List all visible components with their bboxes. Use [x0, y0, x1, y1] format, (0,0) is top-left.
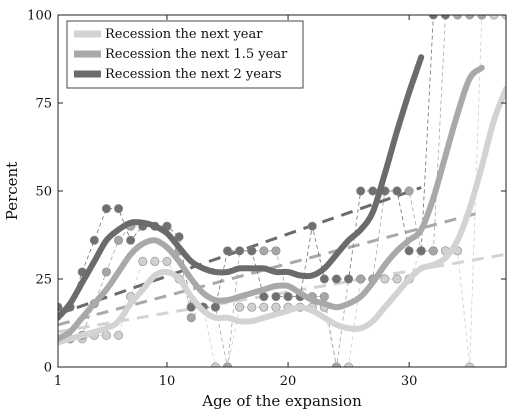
series-3-point-5	[101, 204, 111, 214]
x-tick-label-1: 1	[54, 374, 62, 389]
legend-label-2: Recession the next 1.5 year	[105, 47, 288, 62]
series-3-point-26	[356, 186, 366, 196]
series-3-point-24	[331, 274, 341, 284]
series-1-smoothed-line	[58, 85, 506, 346]
series-3-point-27	[368, 186, 378, 196]
series-1-point-16	[235, 302, 245, 312]
series-3-point-31	[416, 246, 426, 256]
y-tick-label-50: 50	[35, 185, 52, 200]
y-tick-label-100: 100	[27, 9, 52, 24]
series-2-point-34	[453, 15, 463, 20]
y-tick-label-0: 0	[44, 361, 52, 376]
series-2-point-12	[186, 313, 196, 323]
series-3-point-19	[271, 292, 281, 302]
series-2-point-18	[259, 246, 269, 256]
series-3-point-16	[235, 246, 245, 256]
x-axis-label: Age of the expansion	[201, 392, 362, 410]
x-tick-label-30: 30	[401, 374, 418, 389]
series-3-point-22	[307, 221, 317, 231]
y-axis-label: Percent	[3, 162, 21, 220]
series-2-point-23	[319, 292, 329, 302]
series-3-point-32	[428, 15, 438, 20]
series-3-trend-line	[58, 186, 422, 316]
series-1-point-17	[247, 302, 257, 312]
series-1-point-18	[259, 302, 269, 312]
series-3-point-29	[392, 186, 402, 196]
series-2-point-6	[114, 235, 124, 245]
series-1-point-8	[138, 256, 148, 266]
series-1-point-6	[114, 330, 124, 340]
series-3-point-14	[210, 302, 220, 312]
series-3-point-4	[89, 235, 99, 245]
series-3-point-15	[223, 246, 233, 256]
y-tick-label-75: 75	[35, 97, 52, 112]
legend-label-3: Recession the next 2 years	[105, 67, 282, 82]
legend: Recession the next year Recession the ne…	[66, 20, 304, 89]
series-2-point-36	[477, 15, 487, 20]
series-layer	[58, 15, 506, 367]
series-2-point-35	[465, 15, 475, 20]
series-1-point-19	[271, 302, 281, 312]
legend-box	[66, 20, 304, 89]
series-1-point-28	[380, 274, 390, 284]
series-3-point-25	[344, 274, 354, 284]
series-3-point-7	[126, 235, 136, 245]
series-3-smoothed-line	[58, 54, 425, 321]
series-3-point-33	[440, 15, 450, 20]
series-2-point-19	[271, 246, 281, 256]
y-tick-label-25: 25	[35, 273, 52, 288]
series-1-point-9	[150, 256, 160, 266]
series-1-point-29	[392, 274, 402, 284]
series-3-point-6	[114, 204, 124, 214]
series-2-point-5	[101, 267, 111, 277]
series-2-point-26	[356, 274, 366, 284]
series-3-point-11	[174, 232, 184, 242]
y-axis: 0 25 50 75 100	[27, 9, 506, 376]
series-2-smoothed-line	[58, 64, 485, 342]
x-tick-label-10: 10	[159, 374, 176, 389]
series-1-trend-line	[58, 252, 506, 334]
series-3-point-1	[58, 302, 63, 312]
series-2-trend-line	[58, 210, 483, 327]
series-group	[58, 15, 506, 367]
series-2-point-32	[428, 246, 438, 256]
series-1-point-37	[489, 15, 499, 20]
legend-label-1: Recession the next year	[105, 27, 263, 42]
series-3-point-20	[283, 292, 293, 302]
x-tick-label-20: 20	[280, 374, 297, 389]
series-1-point-10	[162, 256, 172, 266]
x-axis: 1 10 20 30	[54, 15, 418, 389]
series-1-raw-line	[58, 15, 506, 367]
series-3-point-23	[319, 274, 329, 284]
series-3-point-30	[404, 246, 414, 256]
series-3-point-12	[186, 302, 196, 312]
series-3-point-17	[247, 246, 257, 256]
series-3-point-18	[259, 292, 269, 302]
series-2-point-30	[404, 186, 414, 196]
